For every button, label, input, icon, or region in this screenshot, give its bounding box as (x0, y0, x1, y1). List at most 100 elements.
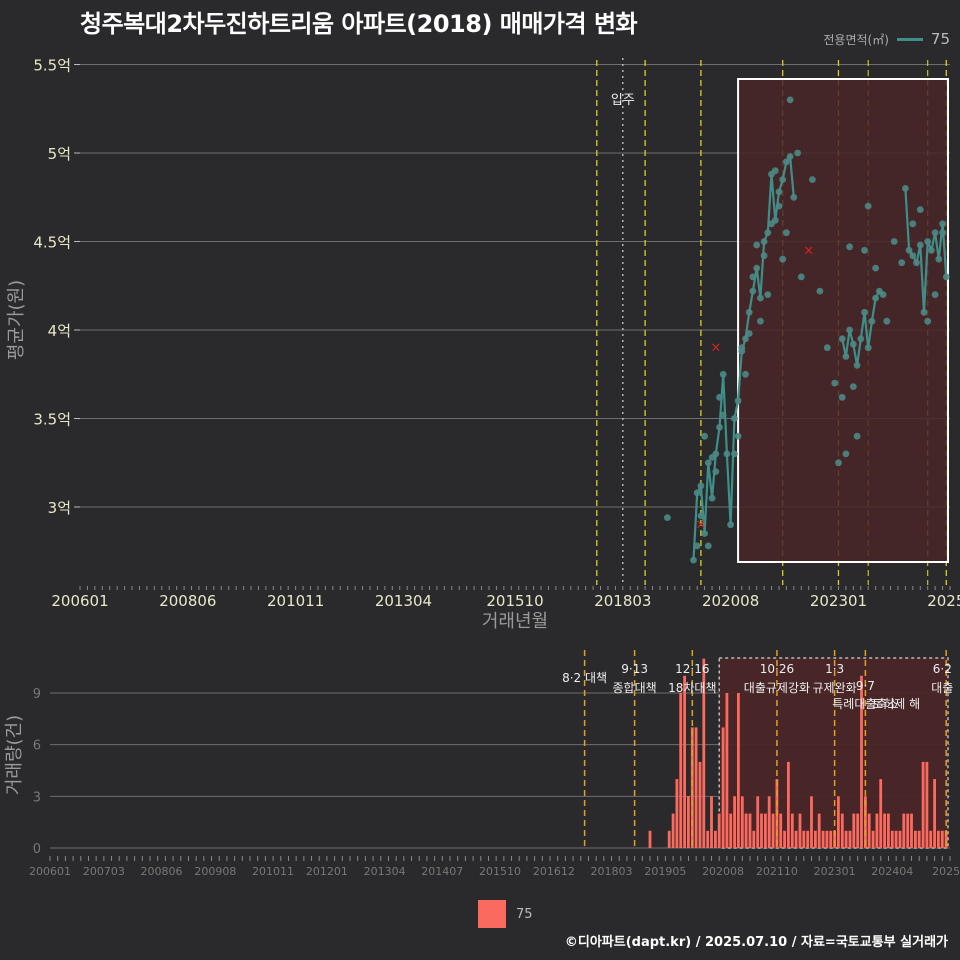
volume-bar (752, 830, 756, 848)
volume-bar (717, 813, 721, 848)
volume-bar (933, 779, 936, 848)
data-point (849, 340, 857, 348)
volume-bar (852, 813, 856, 848)
policy-label: 6·2 (933, 662, 952, 676)
top-xtick-label: 201803 (594, 592, 651, 610)
data-point (704, 542, 712, 550)
cancel-mark: × (695, 518, 706, 533)
volume-bar (914, 830, 917, 848)
data-point (779, 255, 787, 263)
data-point (693, 542, 701, 550)
volume-bar (944, 830, 948, 848)
data-point (704, 459, 712, 467)
data-point (872, 264, 879, 272)
volume-bar (802, 830, 806, 848)
volume-bar (917, 830, 921, 848)
bottom-xtick-label: 202110 (756, 865, 798, 878)
data-point (846, 243, 853, 251)
volume-bar (729, 813, 733, 848)
data-point (745, 308, 753, 316)
bottom-xtick-label: 201510 (479, 865, 521, 878)
volume-bar (744, 813, 748, 848)
data-point (749, 287, 757, 295)
data-point (916, 206, 924, 214)
credit-text: ©디아파트(dapt.kr) / 2025.07.10 / 자료=국토교통부 실… (564, 935, 948, 950)
policy-label: 대출 (931, 681, 953, 695)
bottom-xtick-label: 201612 (533, 865, 575, 878)
data-point (716, 423, 723, 431)
volume-bar (906, 813, 910, 848)
volume-bar (790, 813, 794, 848)
data-point (797, 273, 805, 281)
bottom-xtick-label: 200703 (83, 865, 125, 878)
data-point (783, 158, 790, 166)
legend-title: 전용면적(㎡) (823, 32, 889, 47)
data-point (838, 393, 846, 401)
data-point (716, 393, 723, 401)
volume-bar (748, 813, 752, 848)
bottom-y-axis-title: 거래량(건) (4, 715, 25, 795)
legend-line-swatch (896, 37, 923, 41)
bottom-ytick-label: 6 (33, 739, 41, 754)
volume-bar (702, 658, 706, 848)
volume-bar (848, 830, 852, 848)
volume-bar (771, 813, 775, 848)
volume-bar (671, 813, 675, 848)
data-point (879, 291, 887, 298)
volume-bar (810, 796, 813, 848)
volume-bar (898, 830, 902, 848)
data-point (916, 241, 924, 249)
data-point (838, 335, 846, 343)
volume-bar (829, 830, 833, 848)
data-point (768, 170, 775, 178)
volume-bar (940, 830, 944, 848)
bottom-xtick-label: 2025 (932, 865, 960, 878)
data-point (753, 264, 761, 272)
bottom-xtick-label: 201803 (591, 865, 633, 878)
data-point (942, 273, 950, 281)
data-point (842, 353, 850, 360)
data-point (783, 229, 790, 237)
policy-label: 9·13 (621, 662, 648, 676)
volume-bar (648, 830, 652, 848)
data-point (920, 308, 928, 316)
top-y-axis-title: 평균가(원) (6, 280, 27, 360)
volume-bar (764, 813, 767, 848)
top-xtick-label: 201011 (267, 592, 324, 610)
volume-bar (721, 727, 725, 848)
data-point (690, 556, 697, 564)
data-point (738, 347, 746, 355)
volume-bar (794, 830, 798, 848)
data-point (909, 220, 917, 228)
data-point (719, 370, 727, 378)
entry-label: 입주 (611, 93, 635, 108)
volume-bar (667, 830, 671, 848)
policy-label: 9·7 (856, 679, 875, 693)
data-point (745, 330, 753, 337)
volume-bar (814, 830, 817, 848)
bottom-xtick-label: 200908 (194, 865, 236, 878)
data-point (794, 149, 801, 157)
highlight-box (737, 78, 949, 563)
top-xtick-label: 202008 (702, 592, 759, 610)
data-point (731, 450, 738, 458)
legend-bar-swatch (478, 900, 506, 928)
volume-bar (783, 830, 786, 848)
data-point (924, 238, 932, 245)
legend-bottom: 75 (478, 900, 533, 928)
volume-bar (883, 813, 886, 848)
top-ytick-label: 4.5억 (33, 234, 71, 252)
data-point (890, 238, 898, 245)
top-ytick-label: 3억 (48, 499, 71, 517)
data-point (742, 370, 749, 378)
data-point (924, 317, 932, 325)
top-xtick-label: 2025 (927, 592, 960, 610)
bottom-ytick-label: 3 (33, 790, 41, 805)
data-point (939, 220, 946, 228)
data-point (764, 229, 772, 237)
top-xtick-label: 200806 (159, 592, 216, 610)
policy-label: 토허제 해 (872, 697, 920, 711)
data-point (905, 246, 913, 254)
data-point (831, 379, 839, 387)
